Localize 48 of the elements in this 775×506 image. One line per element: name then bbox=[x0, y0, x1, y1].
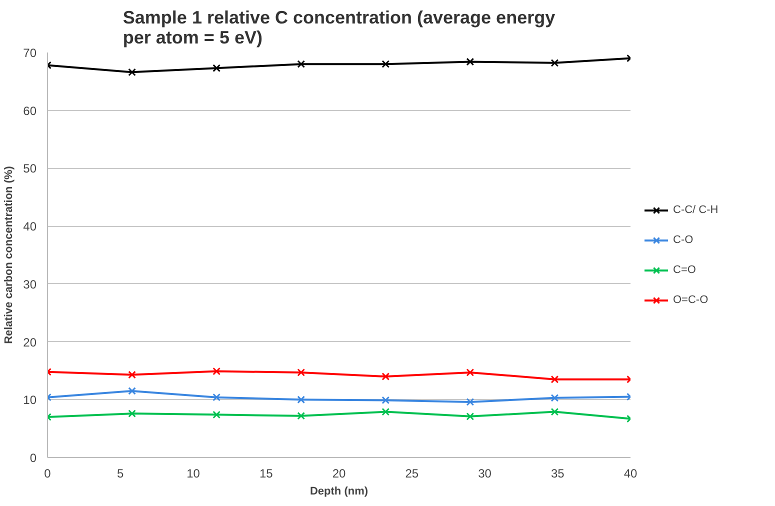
y-tick-label: 40 bbox=[23, 220, 37, 234]
point bbox=[466, 398, 474, 406]
point bbox=[128, 410, 136, 418]
point bbox=[550, 394, 559, 402]
point bbox=[550, 375, 559, 384]
x-tick-label: 25 bbox=[405, 466, 419, 480]
point bbox=[382, 408, 390, 416]
x-tick-label: 35 bbox=[550, 466, 565, 480]
point bbox=[212, 393, 220, 402]
x-tick-label: 30 bbox=[478, 466, 492, 480]
y-tick-label: 0 bbox=[30, 451, 37, 465]
y-tick-label: 20 bbox=[23, 335, 37, 350]
point bbox=[382, 372, 390, 380]
point bbox=[466, 58, 474, 66]
x-tick-label: 15 bbox=[259, 466, 274, 480]
point bbox=[466, 412, 474, 420]
y-tick-label: 30 bbox=[23, 277, 37, 292]
point bbox=[297, 368, 306, 376]
chart-title: Sample 1 relative C concentration (average energy per atom = 5 eV) bbox=[122, 8, 556, 48]
point bbox=[212, 367, 220, 376]
x-tick-label: 5 bbox=[117, 466, 124, 480]
legend-label: C-C/ C-H bbox=[673, 204, 718, 216]
point bbox=[382, 396, 390, 404]
legend-label: O=C-O bbox=[673, 294, 708, 306]
legend-label: C-O bbox=[673, 234, 694, 246]
point bbox=[466, 368, 474, 376]
y-tick-label: 10 bbox=[23, 393, 37, 408]
point bbox=[212, 64, 220, 72]
x-tick-label: 10 bbox=[186, 466, 200, 480]
point bbox=[128, 387, 136, 395]
point bbox=[297, 396, 306, 404]
legend-label: C=O bbox=[673, 264, 696, 276]
point bbox=[128, 68, 136, 76]
point bbox=[212, 410, 220, 419]
point bbox=[297, 412, 306, 420]
y-tick-label: 60 bbox=[23, 104, 37, 118]
point bbox=[382, 60, 390, 68]
x-tick-label: 20 bbox=[332, 466, 346, 480]
point bbox=[550, 58, 559, 67]
x-tick-label: 0 bbox=[44, 466, 52, 480]
y-tick-label: 70 bbox=[23, 46, 37, 60]
x-tick-label: 40 bbox=[624, 466, 638, 480]
point bbox=[128, 370, 136, 379]
point bbox=[550, 408, 559, 416]
y-tick-label: 50 bbox=[23, 162, 37, 176]
point bbox=[297, 60, 306, 68]
x-axis-title: Depth (nm) bbox=[310, 486, 368, 498]
y-axis-title: Relative carbon concentration (%) bbox=[3, 166, 16, 344]
